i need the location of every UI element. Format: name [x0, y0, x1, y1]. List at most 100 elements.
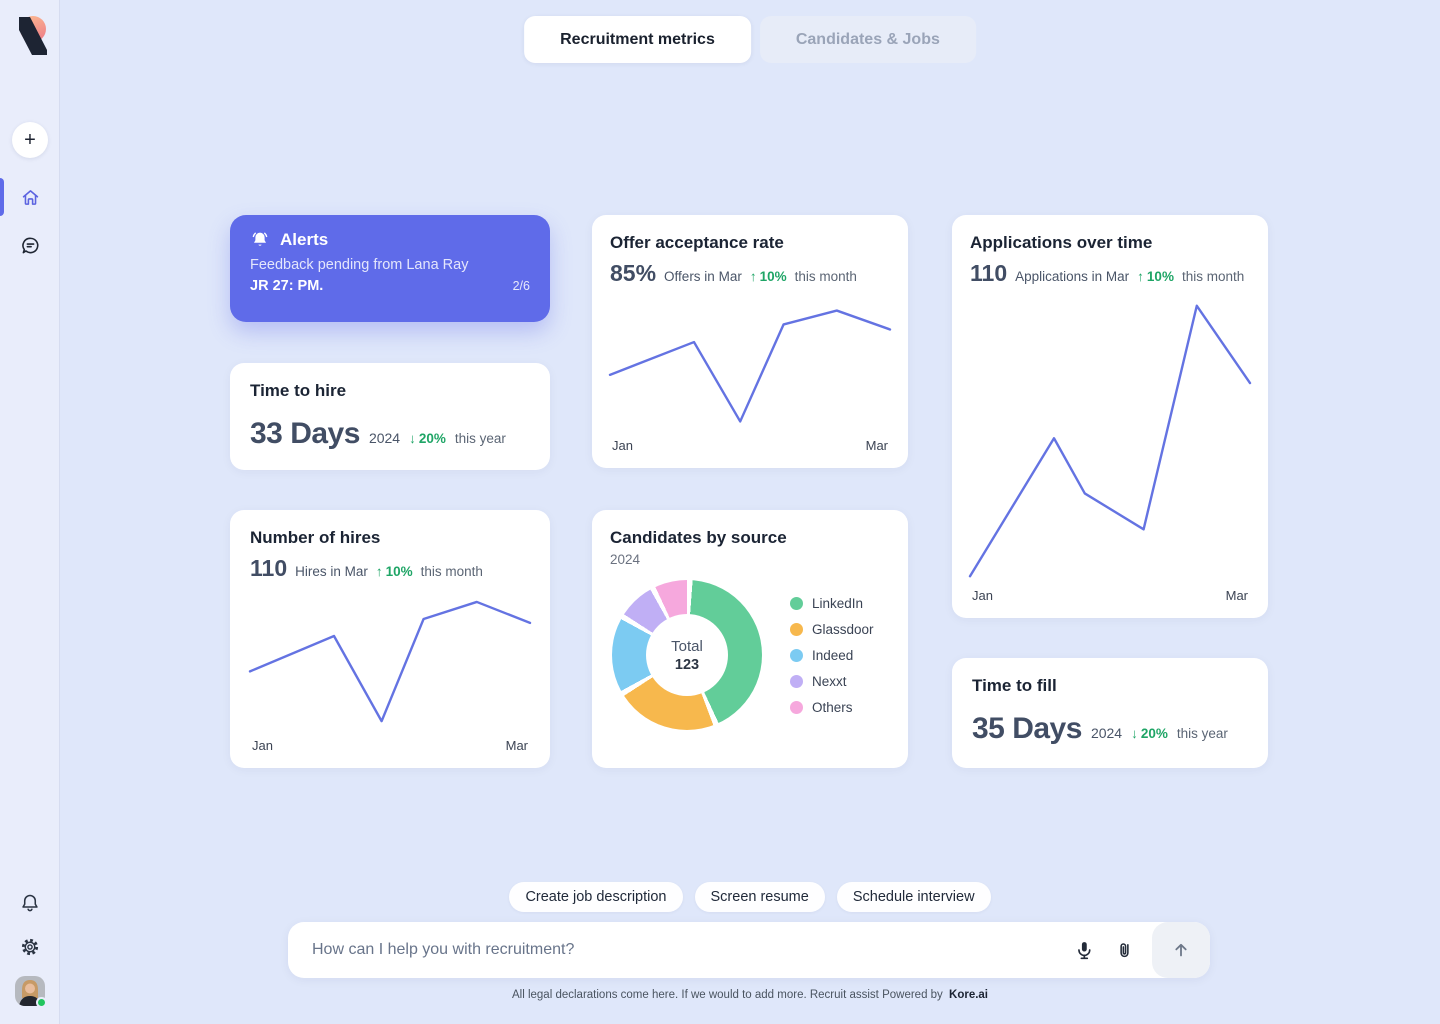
- total-value: 123: [674, 656, 700, 673]
- new-chat-button[interactable]: +: [12, 122, 48, 158]
- offer-acceptance-line-chart: [610, 303, 890, 429]
- kpi-year: 2024: [1090, 725, 1123, 741]
- user-avatar[interactable]: [15, 976, 47, 1008]
- legend-label: Indeed: [812, 647, 854, 663]
- active-indicator: [0, 178, 4, 216]
- metric-value: 110: [970, 260, 1008, 286]
- donut-legend: LinkedIn Glassdoor Indeed Nexxt Others: [790, 596, 874, 715]
- legend-label: LinkedIn: [812, 595, 864, 611]
- paperclip-icon: [1119, 942, 1129, 957]
- chat-icon: [21, 237, 38, 253]
- alert-message: Feedback pending from Lana Ray: [250, 257, 469, 273]
- chip-screen-resume[interactable]: Screen resume: [694, 882, 825, 912]
- x-axis-label-mar: Mar: [1225, 588, 1248, 603]
- candidates-by-source-card: Candidates by source 2024 Total 123 Link…: [592, 510, 908, 768]
- sidebar-item-notifications[interactable]: [0, 884, 60, 922]
- chip-create-job-description[interactable]: Create job description: [509, 882, 683, 912]
- message-input[interactable]: [312, 941, 1064, 959]
- kpi-value: 33 Days: [250, 417, 360, 450]
- microphone-button[interactable]: [1064, 930, 1104, 970]
- alert-bell-icon: [252, 232, 268, 246]
- arrow-up-icon: ↑: [749, 269, 757, 284]
- card-title: Time to fill: [972, 676, 1057, 695]
- delta-value: 20%: [418, 431, 446, 446]
- card-title: Number of hires: [250, 528, 381, 547]
- legend-label: Glassdoor: [812, 621, 874, 637]
- send-arrow-icon: [1175, 943, 1187, 957]
- chip-schedule-interview[interactable]: Schedule interview: [836, 882, 991, 912]
- legend-label: Nexxt: [812, 673, 847, 689]
- metric-value: 110: [250, 555, 288, 581]
- delta-badge: ↑ 10%: [750, 269, 787, 284]
- sidebar-item-home[interactable]: [0, 178, 60, 216]
- delta-value: 10%: [759, 269, 787, 284]
- tab-recruitment-metrics[interactable]: Recruitment metrics: [524, 16, 751, 63]
- time-to-hire-card: Time to hire 33 Days 2024 ↓ 20% this yea…: [230, 363, 550, 470]
- kpi-year: 2024: [368, 430, 401, 446]
- card-title: Applications over time: [970, 233, 1153, 252]
- arrow-up-icon: ↑: [375, 564, 383, 579]
- attach-file-button[interactable]: [1104, 930, 1144, 970]
- delta-badge: ↓ 20%: [1131, 726, 1168, 741]
- tab-candidates-jobs[interactable]: Candidates & Jobs: [759, 16, 976, 63]
- delta-value: 10%: [385, 564, 413, 579]
- sidebar-item-chat[interactable]: [0, 226, 60, 264]
- metric-label: Offers in Mar: [664, 269, 742, 284]
- legend-label: Others: [812, 699, 853, 715]
- home-icon: [22, 189, 38, 205]
- period-label: this month: [1181, 269, 1245, 284]
- donut-center: Total 123: [646, 614, 728, 696]
- alert-counter: 2/6: [512, 279, 530, 293]
- view-tabs: Recruitment metrics Candidates & Jobs: [524, 16, 976, 63]
- metric-label: Applications in Mar: [1015, 269, 1130, 284]
- applications-line-chart: [970, 303, 1250, 579]
- brand-name: Kore.ai: [949, 989, 989, 1001]
- period-label: this year: [454, 431, 506, 446]
- sidebar-item-settings[interactable]: [0, 928, 60, 966]
- card-title: Time to hire: [250, 381, 347, 400]
- arrow-down-icon: ↓: [409, 431, 416, 446]
- delta-value: 20%: [1140, 726, 1168, 741]
- gear-icon: [21, 938, 39, 956]
- offer-acceptance-card: Offer acceptance rate 85% Offers in Mar …: [592, 215, 908, 468]
- number-of-hires-card: Number of hires 110 Hires in Mar ↑ 10% t…: [230, 510, 550, 768]
- app-logo: [19, 16, 47, 55]
- delta-badge: ↓ 20%: [409, 431, 446, 446]
- total-label: Total: [671, 637, 703, 655]
- metric-label: Hires in Mar: [295, 564, 368, 579]
- applications-over-time-card: Applications over time 110 Applications …: [952, 215, 1268, 618]
- legend-item-others: Others: [790, 700, 874, 715]
- x-axis-label-jan: Jan: [252, 738, 273, 753]
- period-label: this year: [1176, 726, 1228, 741]
- legend-dot: [790, 674, 803, 688]
- period-label: this month: [420, 564, 483, 579]
- legend-dot: [790, 648, 803, 662]
- card-title: Candidates by source: [610, 528, 787, 547]
- kpi-value: 35 Days: [972, 712, 1082, 745]
- quick-action-chips: Create job description Screen resume Sch…: [60, 882, 1440, 912]
- online-status-dot: [36, 997, 47, 1008]
- message-composer: [288, 922, 1210, 978]
- x-axis-label-jan: Jan: [612, 438, 633, 453]
- delta-badge: ↑ 10%: [376, 564, 413, 579]
- card-subtitle: 2024: [610, 552, 641, 567]
- avatar-photo: [15, 976, 45, 1006]
- x-axis-label-mar: Mar: [505, 738, 528, 753]
- legal-footer: All legal declarations come here. If we …: [60, 989, 1440, 1001]
- alerts-card[interactable]: Alerts Feedback pending from Lana Ray JR…: [230, 215, 550, 322]
- microphone-icon: [1078, 942, 1091, 960]
- time-to-fill-card: Time to fill 35 Days 2024 ↓ 20% this yea…: [952, 658, 1268, 768]
- delta-badge: ↑ 10%: [1137, 269, 1174, 284]
- send-button[interactable]: [1152, 922, 1210, 978]
- alert-reference: JR 27: PM.: [250, 278, 324, 294]
- card-title: Offer acceptance rate: [610, 233, 784, 252]
- arrow-down-icon: ↓: [1131, 726, 1138, 741]
- arrow-up-icon: ↑: [1137, 269, 1144, 284]
- legend-dot: [790, 596, 803, 610]
- source-donut-chart: Total 123: [612, 580, 762, 730]
- legend-dot: [790, 622, 803, 636]
- period-label: this month: [794, 269, 857, 284]
- legend-item-linkedin: LinkedIn: [790, 596, 874, 611]
- legend-item-indeed: Indeed: [790, 648, 874, 663]
- x-axis-label-mar: Mar: [865, 438, 888, 453]
